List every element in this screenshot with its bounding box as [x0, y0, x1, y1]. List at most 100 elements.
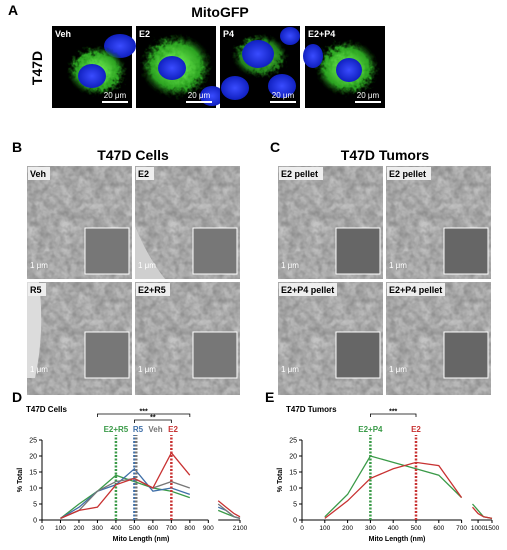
fluorescence-image: P4 20 μm — [220, 26, 300, 108]
legend-label: Veh — [148, 425, 162, 434]
fluorescence-image: Veh 20 μm — [52, 26, 136, 108]
panel-label: B — [12, 139, 22, 155]
y-tick-label: 5 — [293, 502, 297, 509]
series-line — [60, 477, 191, 519]
y-tick-label: 20 — [29, 454, 37, 461]
x-tick-label: 400 — [110, 525, 121, 532]
image-label: E2+P4 pellet — [389, 285, 442, 295]
chart-title: T47D Tumors — [286, 405, 337, 414]
panel-c: C T47D Tumors E2 pellet 1 μm E2 pellet 1… — [270, 139, 491, 395]
x-tick-label: 700 — [166, 525, 177, 532]
y-tick-label: 25 — [289, 438, 297, 445]
x-tick-label: 600 — [147, 525, 158, 532]
legend-label: E2+R5 — [104, 425, 129, 434]
series-line — [60, 451, 191, 519]
x-tick-label: 100 — [319, 525, 330, 532]
x-tick-label: 500 — [411, 525, 422, 532]
image-label: E2 pellet — [281, 169, 318, 179]
x-tick-label: 600 — [433, 525, 444, 532]
x-tick-label: 500 — [129, 525, 140, 532]
scale-label: 20 μm — [188, 91, 211, 100]
x-tick-label: 0 — [40, 525, 44, 532]
significance-label: *** — [389, 409, 397, 416]
series-line — [324, 461, 463, 519]
x-tick-label: 0 — [300, 525, 304, 532]
scale-label: 1 μm — [138, 261, 156, 270]
x-tick-label: 300 — [365, 525, 376, 532]
x-axis-label: Mito Length (nm) — [113, 536, 170, 543]
em-image: E2 1 μm — [135, 166, 240, 279]
panel-title: MitoGFP — [191, 4, 249, 20]
panel-label: C — [270, 139, 280, 155]
legend-label: R5 — [133, 425, 144, 434]
scale-label: 1 μm — [281, 261, 299, 270]
panel-title: T47D Tumors — [341, 147, 430, 163]
panel-label: A — [8, 2, 18, 18]
image-label: E2+P4 — [308, 29, 335, 39]
x-tick-label: 200 — [74, 525, 85, 532]
y-tick-label: 25 — [29, 438, 37, 445]
image-label: E2+R5 — [138, 285, 166, 295]
row-label: T47D — [29, 51, 45, 85]
image-label: E2+P4 pellet — [281, 285, 334, 295]
y-tick-label: 10 — [289, 486, 297, 493]
scale-label: 20 μm — [104, 91, 127, 100]
x-tick-label: 1500 — [485, 525, 500, 532]
y-tick-label: 10 — [29, 486, 37, 493]
em-image: E2+P4 pellet 1 μm — [278, 282, 383, 395]
legend-label: E2 — [168, 425, 178, 434]
image-label: P4 — [223, 29, 234, 39]
em-image: E2+P4 pellet 1 μm — [386, 282, 491, 395]
scale-label: 1 μm — [138, 365, 156, 374]
x-tick-label: 100 — [55, 525, 66, 532]
series-line — [60, 467, 191, 519]
x-tick-label: 800 — [184, 525, 195, 532]
em-image: E2+R5 1 μm — [135, 282, 240, 395]
x-tick-label: 1000 — [471, 525, 486, 532]
legend-label: E2+P4 — [358, 425, 383, 434]
y-tick-label: 0 — [33, 518, 37, 525]
image-label: E2 — [138, 169, 149, 179]
image-label: Veh — [30, 169, 46, 179]
image-label: Veh — [55, 29, 71, 39]
significance-bracket — [370, 413, 417, 417]
legend-label: E2 — [411, 425, 421, 434]
em-image: E2 pellet 1 μm — [278, 166, 383, 279]
scale-label: 20 μm — [272, 91, 295, 100]
fluorescence-image: E2 20 μm — [136, 26, 224, 108]
fluorescence-image: E2+P4 20 μm — [303, 26, 385, 108]
image-label: E2 — [139, 29, 150, 39]
y-tick-label: 20 — [289, 454, 297, 461]
panel-b: B T47D Cells Veh 1 μm E2 1 μm R5 1 μm E2… — [12, 139, 240, 395]
image-label: E2 pellet — [389, 169, 426, 179]
chart-title: T47D Cells — [26, 405, 67, 414]
scale-label: 1 μm — [281, 365, 299, 374]
em-image: E2 pellet 1 μm — [386, 166, 491, 279]
scale-label: 1 μm — [30, 261, 48, 270]
y-tick-label: 5 — [33, 502, 37, 509]
x-tick-label: 300 — [92, 525, 103, 532]
y-axis-label: % Total — [277, 468, 284, 492]
panel-label: D — [12, 389, 22, 405]
significance-bracket — [97, 413, 191, 417]
series-line — [217, 503, 241, 520]
charts: D T47D Cells % Total Mito Length (nm) 0 5 10 15… — [12, 389, 500, 543]
scale-label: 1 μm — [30, 365, 48, 374]
panel-title: T47D Cells — [97, 147, 169, 163]
significance-label: *** — [140, 409, 148, 416]
scale-label: 20 μm — [357, 91, 380, 100]
x-tick-label: 2100 — [233, 525, 248, 532]
y-axis-label: % Total — [17, 468, 24, 492]
scale-label: 1 μm — [389, 365, 407, 374]
series-line — [324, 455, 463, 518]
significance-bracket — [134, 419, 172, 423]
panel-label: E — [265, 389, 274, 405]
y-tick-label: 0 — [293, 518, 297, 525]
series-line — [217, 500, 241, 518]
em-image: R5 1 μm — [27, 282, 132, 395]
x-tick-label: 400 — [388, 525, 399, 532]
panel-a: A MitoGFP T47D Veh 20 μm E2 20 μm P4 20 … — [8, 2, 385, 108]
x-axis-label: Mito Length (nm) — [369, 536, 426, 543]
x-tick-label: 900 — [203, 525, 214, 532]
